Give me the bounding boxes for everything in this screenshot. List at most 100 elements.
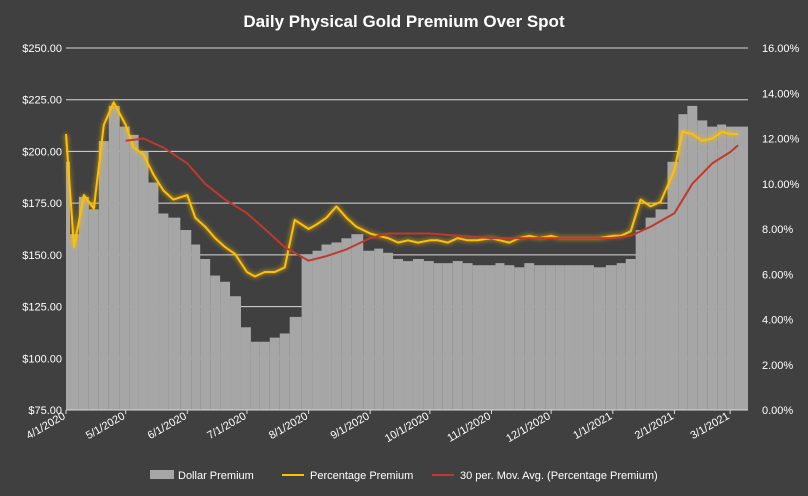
y-right-tick-label: 10.00%: [762, 179, 800, 191]
bar-dollar-premium: [667, 161, 679, 410]
bar-dollar-premium: [259, 341, 270, 410]
bar-dollar-premium: [269, 337, 280, 410]
bar-dollar-premium: [220, 281, 231, 410]
bar-dollar-premium: [495, 263, 505, 410]
bar-dollar-premium: [423, 261, 434, 410]
y-right-tick-label: 4.00%: [762, 315, 793, 327]
bar-dollar-premium: [524, 263, 535, 410]
bar-dollar-premium: [88, 209, 99, 410]
bar-dollar-premium: [504, 265, 515, 410]
bar-dollar-premium: [129, 134, 139, 410]
bar-dollar-premium: [301, 254, 313, 410]
bar-dollar-premium: [472, 265, 485, 410]
x-tick-label: 3/1/2021: [689, 410, 732, 442]
bar-dollar-premium: [484, 265, 496, 410]
x-tick-label: 7/1/2020: [205, 410, 248, 442]
legend-label-moving-average: 30 per. Mov. Avg. (Percentage Premium): [460, 470, 658, 482]
bar-dollar-premium: [574, 265, 584, 410]
bar-dollar-premium: [555, 265, 565, 410]
bar-dollar-premium: [230, 296, 241, 410]
bar-dollar-premium: [564, 265, 575, 410]
bar-dollar-premium: [158, 213, 169, 410]
bar-dollar-premium: [108, 105, 120, 411]
bar-dollar-premium: [655, 209, 668, 410]
dollar-premium-bars: [66, 105, 748, 411]
bar-dollar-premium: [180, 230, 192, 410]
y-left-tick-label: $75.00: [28, 405, 62, 417]
bar-dollar-premium: [726, 126, 735, 410]
bar-dollar-premium: [168, 217, 181, 410]
bar-dollar-premium: [312, 250, 322, 410]
bar-dollar-premium: [697, 120, 708, 411]
bar-dollar-premium: [605, 265, 617, 410]
bar-dollar-premium: [69, 234, 79, 410]
bar-dollar-premium: [452, 261, 463, 410]
legend-swatch-dollar-premium: [150, 470, 174, 479]
y-left-tick-label: $100.00: [22, 353, 62, 365]
y-right-tick-label: 0.00%: [762, 405, 793, 417]
bar-dollar-premium: [200, 258, 211, 410]
bar-dollar-premium: [250, 341, 260, 410]
x-tick-label: 5/1/2020: [84, 410, 127, 442]
bar-dollar-premium: [583, 265, 594, 410]
bar-dollar-premium: [534, 265, 546, 410]
y-right-tick-label: 2.00%: [762, 360, 793, 372]
bar-dollar-premium: [78, 196, 89, 410]
bar-dollar-premium: [734, 126, 748, 410]
x-tick-label: 2/1/2021: [633, 410, 676, 442]
y-right-tick-label: 16.00%: [762, 43, 800, 55]
x-tick-label: 8/1/2020: [267, 410, 310, 442]
legend-label-percentage-premium: Percentage Premium: [310, 470, 413, 482]
bar-dollar-premium: [635, 230, 646, 410]
bar-dollar-premium: [331, 242, 342, 410]
y-right-tick-label: 14.00%: [762, 88, 800, 100]
y-left-tick-label: $225.00: [22, 95, 62, 107]
bar-dollar-premium: [514, 267, 525, 410]
y-right-tick-label: 6.00%: [762, 269, 793, 281]
line-moving-average: [125, 137, 739, 262]
bar-dollar-premium: [341, 238, 352, 410]
premium-lines: [65, 101, 739, 278]
bar-dollar-premium: [98, 141, 109, 411]
x-tick-label: 12/1/2020: [504, 410, 552, 445]
bar-dollar-premium: [289, 316, 302, 410]
x-tick-label: 6/1/2020: [146, 410, 189, 442]
bar-dollar-premium: [616, 263, 626, 410]
bar-dollar-premium: [717, 124, 727, 410]
x-tick-label: 11/1/2020: [445, 410, 493, 444]
bar-dollar-premium: [138, 151, 149, 410]
bar-dollar-premium: [383, 252, 394, 410]
bar-dollar-premium: [462, 263, 473, 410]
x-tick-label: 9/1/2020: [329, 410, 372, 442]
y-right-tick-label: 8.00%: [762, 224, 793, 236]
y-left-tick-label: $200.00: [22, 146, 62, 158]
bar-dollar-premium: [240, 327, 251, 410]
bar-dollar-premium: [442, 263, 453, 410]
bar-dollar-premium: [363, 250, 375, 410]
bar-dollar-premium: [545, 265, 556, 410]
bar-dollar-premium: [433, 263, 443, 410]
bar-dollar-premium: [593, 267, 606, 410]
bar-dollar-premium: [687, 105, 698, 411]
bar-dollar-premium: [645, 217, 656, 410]
legend-label-dollar-premium: Dollar Premium: [178, 470, 254, 482]
bar-dollar-premium: [279, 333, 290, 410]
bar-dollar-premium: [678, 114, 688, 411]
y-left-tick-label: $250.00: [22, 43, 62, 55]
chart-title: Daily Physical Gold Premium Over Spot: [243, 12, 565, 31]
x-tick-label: 1/1/2021: [571, 410, 614, 442]
bar-dollar-premium: [625, 258, 636, 410]
bar-dollar-premium: [707, 126, 718, 410]
y-left-tick-label: $175.00: [22, 198, 62, 210]
x-tick-label: 10/1/2020: [383, 410, 431, 445]
bar-dollar-premium: [403, 261, 413, 410]
bar-dollar-premium: [191, 244, 201, 410]
bar-dollar-premium: [374, 248, 384, 410]
bar-dollar-premium: [351, 234, 364, 410]
y-right-tick-label: 12.00%: [762, 134, 800, 146]
y-left-tick-label: $150.00: [22, 250, 62, 262]
y-left-tick-label: $125.00: [22, 302, 62, 314]
bar-dollar-premium: [66, 161, 70, 410]
